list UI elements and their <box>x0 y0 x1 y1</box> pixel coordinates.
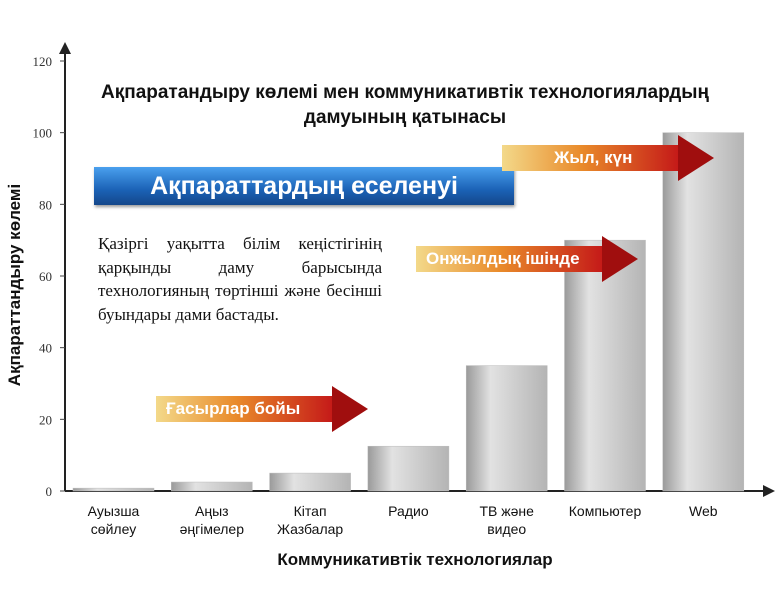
chart-title: Ақпаратандыру көлемі мен коммуникативтік… <box>100 82 710 128</box>
bar <box>269 472 351 492</box>
y-tick-label: 120 <box>33 54 53 69</box>
bar <box>465 365 548 492</box>
bar <box>662 132 745 492</box>
y-tick-label: 80 <box>39 197 52 212</box>
x-tick-label: Аңыз <box>195 503 229 519</box>
x-axis-arrow <box>763 485 775 497</box>
arrow-decade: Онжылдық ішінде <box>416 236 638 282</box>
arrow-year-day: Жыл, күн <box>502 135 714 181</box>
x-tick-label: Web <box>689 503 718 519</box>
bar <box>72 487 155 492</box>
x-tick-label: Жазбалар <box>277 521 343 537</box>
x-axis-label: Коммуникативтік технологиялар <box>277 550 552 569</box>
y-tick-label: 60 <box>39 269 52 284</box>
y-tick-label: 40 <box>39 341 52 356</box>
arrow-decade-label: Онжылдық ішінде <box>426 249 580 268</box>
bar <box>171 481 253 492</box>
y-tick-label: 100 <box>33 126 53 141</box>
x-tick-label: Компьютер <box>569 503 642 519</box>
description-paragraph: Қазіргі уақытта білім кеңістігінің қарқы… <box>98 234 382 324</box>
x-tick-label: Кітап <box>294 503 327 519</box>
x-tick-label: ТВ және <box>479 503 534 519</box>
y-tick-label: 20 <box>39 412 52 427</box>
y-axis-label: Ақпараттандыру көлемі <box>5 184 24 386</box>
x-tick-label: Радио <box>388 503 429 519</box>
x-tick-label: әңгімелер <box>180 521 245 537</box>
arrow-centuries: Ғасырлар бойы <box>156 386 368 432</box>
x-tick-label: сөйлеу <box>91 521 136 537</box>
y-axis-arrow <box>59 42 71 54</box>
x-tick-label: Ауызша <box>88 503 140 519</box>
bar <box>367 445 450 492</box>
arrow-centuries-label: Ғасырлар бойы <box>166 399 301 418</box>
y-tick-label: 0 <box>46 484 53 499</box>
x-tick-label: видео <box>487 521 526 537</box>
banner: Ақпараттардың еселенуі <box>94 167 514 205</box>
arrow-year-day-label: Жыл, күн <box>554 148 633 167</box>
